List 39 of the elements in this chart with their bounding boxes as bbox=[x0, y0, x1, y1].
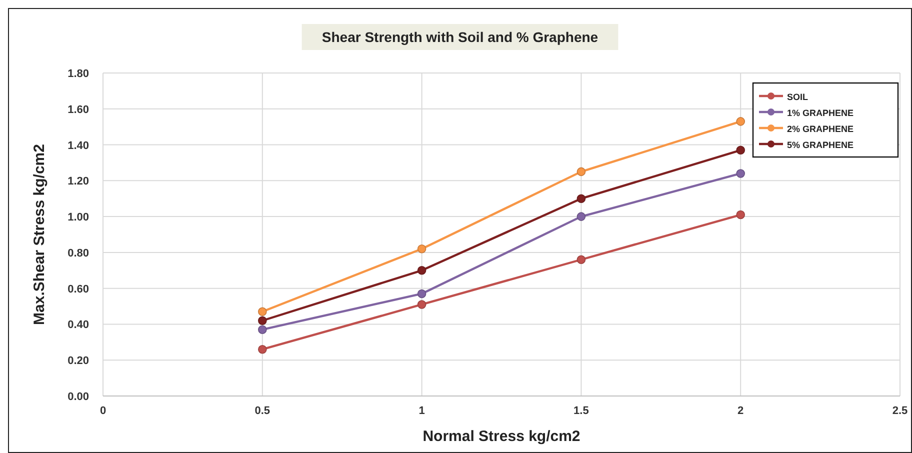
chart-title: Shear Strength with Soil and % Graphene bbox=[322, 29, 598, 45]
point bbox=[736, 146, 745, 155]
point bbox=[258, 316, 267, 326]
y-tick-label: 0.00 bbox=[68, 391, 89, 403]
point bbox=[417, 244, 426, 254]
x-tick-label: 1 bbox=[418, 405, 425, 417]
y-tick-label: 1.60 bbox=[68, 104, 89, 116]
point bbox=[576, 194, 586, 204]
point bbox=[258, 307, 267, 316]
point bbox=[258, 325, 267, 334]
legend-label: SOIL bbox=[787, 92, 809, 102]
point bbox=[417, 266, 426, 275]
x-tick-label: 0.5 bbox=[254, 405, 270, 417]
point bbox=[417, 289, 426, 298]
x-tick-label: 2 bbox=[738, 405, 744, 417]
legend-label: 2% GRAPHENE bbox=[787, 124, 854, 134]
x-tick-label: 2.5 bbox=[892, 405, 908, 417]
y-axis-title: Max.Shear Stress kg/cm2 bbox=[31, 144, 48, 325]
y-tick-label: 0.40 bbox=[68, 319, 89, 332]
x-tick-label: 0 bbox=[100, 405, 106, 417]
point bbox=[736, 210, 745, 220]
point bbox=[736, 169, 745, 178]
y-tick-label: 1.00 bbox=[68, 212, 89, 224]
point bbox=[576, 167, 586, 176]
y-tick-label: 1.40 bbox=[68, 140, 89, 152]
legend-label: 5% GRAPHENE bbox=[787, 140, 854, 150]
y-tick-label: 0.60 bbox=[68, 283, 89, 296]
point bbox=[736, 117, 745, 126]
y-tick-label: 1.80 bbox=[68, 68, 89, 80]
y-tick-label: 1.20 bbox=[68, 176, 89, 188]
y-tick-label: 0.80 bbox=[68, 247, 89, 260]
point bbox=[576, 212, 586, 221]
x-tick-label: 1.5 bbox=[574, 405, 589, 417]
point bbox=[417, 300, 426, 309]
y-tick-label: 0.20 bbox=[68, 355, 89, 368]
point bbox=[576, 255, 586, 264]
x-axis-title: Normal Stress kg/cm2 bbox=[422, 428, 580, 445]
legend-label: 1% GRAPHENE bbox=[787, 108, 854, 118]
point bbox=[258, 344, 267, 354]
